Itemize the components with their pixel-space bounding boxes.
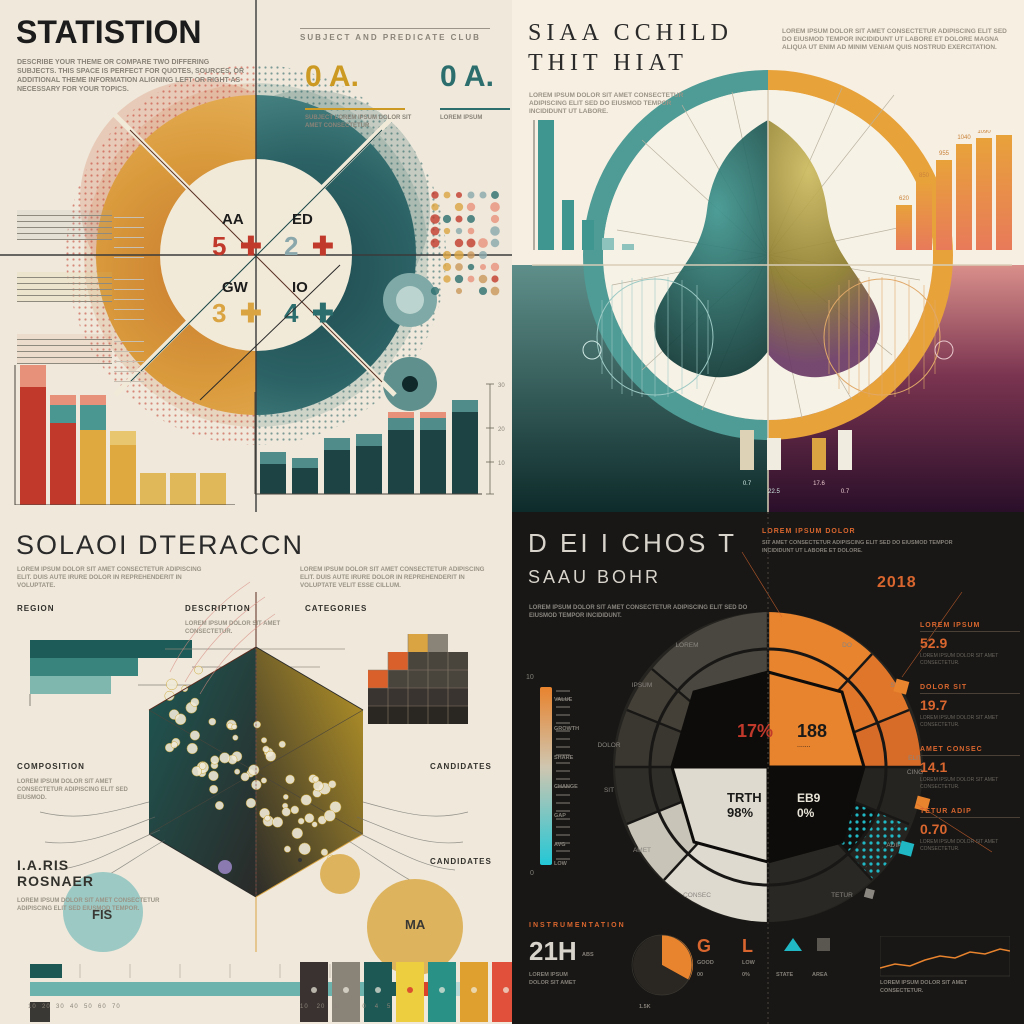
svg-text:1090: 1090	[977, 130, 991, 135]
svg-text:1040: 1040	[957, 135, 971, 141]
svg-text:TETUR: TETUR	[831, 892, 853, 899]
svg-text:30: 30	[498, 383, 505, 389]
svg-text:AMET: AMET	[633, 847, 651, 854]
svg-text:0.7: 0.7	[841, 489, 850, 495]
svg-text:TRTH: TRTH	[727, 790, 762, 805]
svg-text:17.6: 17.6	[813, 481, 825, 487]
svg-text:CONSEC: CONSEC	[683, 892, 711, 899]
svg-text:DOLOR: DOLOR	[597, 742, 620, 749]
svg-text:0%: 0%	[797, 806, 815, 820]
svg-text:955: 955	[939, 151, 950, 157]
svg-text:EB9: EB9	[797, 791, 821, 805]
svg-text:188: 188	[797, 721, 827, 741]
svg-text:SIT: SIT	[604, 787, 614, 794]
svg-text:20: 20	[498, 427, 505, 433]
svg-text:.......: .......	[797, 742, 811, 749]
svg-text:DO: DO	[842, 642, 852, 649]
svg-text:620: 620	[899, 196, 910, 202]
svg-text:22.5: 22.5	[768, 489, 780, 495]
svg-text:98%: 98%	[727, 805, 753, 820]
svg-text:LOREM: LOREM	[675, 642, 698, 649]
svg-text:850: 850	[919, 173, 930, 179]
svg-text:0.7: 0.7	[743, 481, 752, 487]
svg-text:10: 10	[498, 461, 505, 467]
svg-text:1120: 1120	[998, 130, 1012, 132]
svg-text:IPSUM: IPSUM	[632, 682, 653, 689]
